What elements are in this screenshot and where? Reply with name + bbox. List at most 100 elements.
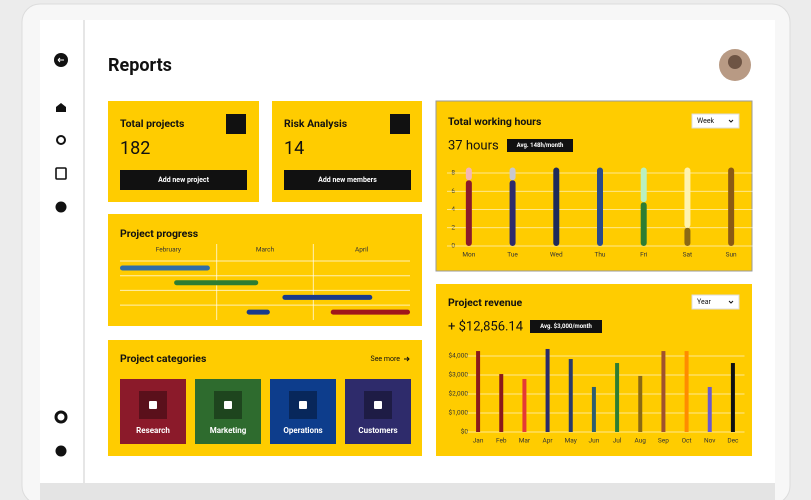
pie-icon[interactable] — [55, 201, 67, 213]
x-tick-label: Jul — [613, 437, 622, 445]
card — [435, 100, 753, 272]
x-tick-label: Sat — [683, 251, 693, 259]
x-tick-label: Fri — [640, 251, 648, 259]
x-tick-label: Jan — [473, 437, 484, 445]
card-value: + $12,856.14 — [448, 319, 524, 334]
button-label: Add new project — [158, 176, 210, 184]
y-tick-label: $1,000 — [448, 409, 468, 417]
bar-segment — [728, 167, 735, 246]
dropdown[interactable] — [691, 294, 740, 310]
bar-segment — [684, 227, 691, 246]
month-label: February — [156, 246, 181, 254]
category-tile[interactable] — [270, 379, 336, 444]
button-label: Add new members — [318, 176, 377, 184]
x-tick-label: Sep — [658, 437, 669, 445]
category-label: Marketing — [210, 426, 247, 435]
card-title: Project categories — [120, 352, 207, 365]
month-label: March — [256, 246, 275, 254]
bar — [707, 386, 712, 432]
info-icon[interactable] — [55, 445, 67, 457]
category-glyph — [224, 401, 232, 409]
sidebar — [54, 53, 68, 457]
card-value: 37 hours — [448, 138, 499, 153]
badge — [507, 139, 573, 152]
bar-segment — [465, 167, 472, 181]
badge-icon[interactable] — [56, 135, 66, 145]
x-tick-label: Oct — [682, 437, 692, 445]
bar-segment — [553, 167, 560, 246]
y-tick-label: $3,000 — [448, 371, 468, 379]
category-tile[interactable] — [345, 379, 411, 444]
category-label: Operations — [283, 426, 322, 435]
gantt-chart: February March April — [120, 244, 410, 320]
bar-segment — [509, 180, 516, 246]
dropdown-label: Week — [697, 117, 715, 125]
avatar-face — [728, 55, 742, 69]
bar — [638, 375, 643, 432]
card-value: 182 — [120, 138, 150, 159]
home-icon[interactable] — [56, 103, 66, 112]
settings-icon[interactable] — [54, 410, 68, 424]
bar-segment — [465, 180, 472, 246]
x-tick-label: Sun — [726, 251, 737, 259]
x-tick-label: Wed — [550, 251, 563, 259]
category-label: Customers — [358, 426, 397, 435]
bar — [661, 351, 666, 432]
badge-label: Avg. $3,000/month — [540, 323, 592, 330]
card-icon — [390, 114, 410, 134]
button[interactable] — [120, 170, 247, 190]
badge — [530, 320, 602, 333]
bar — [615, 363, 620, 432]
card-title: Risk Analysis — [284, 117, 348, 130]
card-title: Total projects — [120, 117, 185, 130]
bar — [476, 351, 481, 432]
x-tick-label: Aug — [635, 437, 647, 445]
revenue-chart: $0 $1,000 $2,000 $3,000 $4,000 Jan Feb Mar Apr Ma… — [448, 348, 745, 445]
x-tick-label: Mon — [462, 251, 475, 259]
bar — [499, 374, 504, 432]
bar — [568, 359, 573, 432]
page-title: Reports — [108, 55, 172, 76]
category-tile[interactable] — [195, 379, 261, 444]
category-glyph — [374, 401, 382, 409]
bar — [545, 348, 550, 432]
card-icon — [226, 114, 246, 134]
y-tick-label: $0 — [461, 428, 469, 436]
category-glyph — [299, 401, 307, 409]
bar-segment — [640, 202, 647, 246]
card-title: Project progress — [120, 227, 199, 240]
x-tick-label: Dec — [727, 437, 739, 445]
x-tick-label: Nov — [704, 437, 716, 445]
device-bottom — [40, 483, 775, 500]
category-tile[interactable] — [120, 379, 186, 444]
bar-segment — [684, 167, 691, 228]
see-more-link[interactable]: See more — [371, 355, 401, 363]
arrow-icon — [404, 356, 410, 362]
card-value: 14 — [284, 138, 304, 159]
dropdown[interactable] — [691, 113, 740, 129]
category-label: Research — [136, 426, 170, 435]
x-tick-label: Thu — [594, 251, 605, 259]
card-title: Project revenue — [448, 296, 522, 309]
x-tick-label: Jun — [589, 437, 600, 445]
category-tiles: Research Marketing Operations Customers — [120, 379, 411, 444]
x-tick-label: Tue — [507, 251, 518, 259]
doc-icon[interactable] — [55, 167, 67, 180]
hours-chart: 02468MonTueWedThuFriSatSun — [447, 167, 753, 259]
category-glyph — [149, 401, 157, 409]
y-tick-label: $2,000 — [448, 390, 468, 398]
bar — [730, 363, 735, 432]
button[interactable] — [284, 170, 411, 190]
x-tick-label: Feb — [496, 437, 507, 445]
badge-label: Avg. 148h/month — [517, 142, 564, 149]
bar — [591, 386, 596, 432]
bar-segment — [509, 167, 516, 181]
x-tick-label: May — [565, 437, 577, 445]
dropdown-label: Year — [697, 298, 712, 306]
bar — [522, 378, 527, 432]
bar — [684, 351, 689, 432]
back-arrow — [57, 57, 64, 63]
chevron — [728, 119, 734, 123]
bar-segment — [640, 167, 647, 203]
